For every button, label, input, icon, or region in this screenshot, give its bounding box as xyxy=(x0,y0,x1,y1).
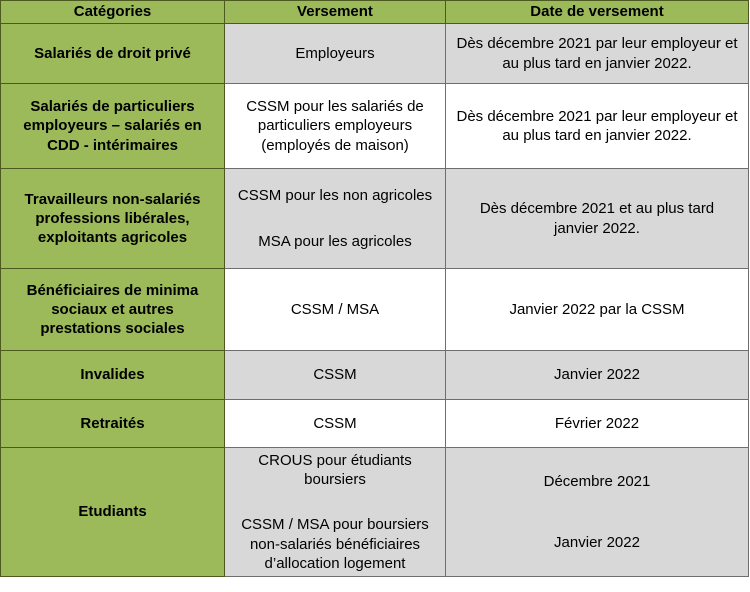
cell-text: MSA pour les agricoles xyxy=(258,232,412,250)
table-header-row: Catégories Versement Date de versement xyxy=(0,0,749,24)
date-cell: Dès décembre 2021 par leur employeur et … xyxy=(445,83,749,169)
cell-text: CSSM pour les non agricoles xyxy=(237,187,433,205)
versement-cell: CSSM pour les salariés de particuliers e… xyxy=(224,83,446,169)
table-row-salaries-prive: Salariés de droit privé Employeurs Dès d… xyxy=(0,23,749,84)
versement-cell: CSSM / MSA xyxy=(224,268,446,351)
cell-text: Février 2022 xyxy=(554,414,640,432)
date-cell: Février 2022 xyxy=(445,399,749,448)
versement-cell: CSSM pour les non agricoles MSA pour les… xyxy=(224,168,446,269)
cell-text: Dès décembre 2021 par leur employeur et … xyxy=(456,35,738,72)
cell-text: CSSM pour les salariés de particuliers e… xyxy=(246,98,424,154)
table-row-salaries-particuliers: Salariés de particuliers employeurs – sa… xyxy=(0,83,749,169)
table-row-etudiants: Etudiants CROUS pour étudiants boursiers… xyxy=(0,447,749,577)
payment-schedule-table: Catégories Versement Date de versement S… xyxy=(0,0,749,577)
category-cell: Etudiants xyxy=(0,447,225,577)
header-cell-date: Date de versement xyxy=(445,0,749,24)
cell-text: CSSM xyxy=(313,414,357,432)
cell-text: Dès décembre 2021 et au plus tard janvie… xyxy=(479,200,715,237)
cell-text: Janvier 2022 par la CSSM xyxy=(509,300,685,318)
header-cell-categories: Catégories xyxy=(0,0,225,24)
cell-text: Dès décembre 2021 par leur employeur et … xyxy=(456,107,738,144)
cell-text: Janvier 2022 xyxy=(554,534,640,551)
versement-cell: CSSM xyxy=(224,399,446,448)
category-cell: Bénéficiaires de minima sociaux et autre… xyxy=(0,268,225,351)
date-cell: Janvier 2022 par la CSSM xyxy=(445,268,749,351)
header-cell-versement: Versement xyxy=(224,0,446,24)
cell-text: Janvier 2022 xyxy=(554,366,640,384)
category-cell: Retraités xyxy=(0,399,225,448)
cell-text: CSSM / MSA pour boursiers non-salariés b… xyxy=(241,516,429,572)
cell-text: CSSM xyxy=(313,366,357,384)
table-row-beneficiaires-minima: Bénéficiaires de minima sociaux et autre… xyxy=(0,268,749,351)
category-cell: Salariés de droit privé xyxy=(0,23,225,84)
category-cell: Travailleurs non-salariés professions li… xyxy=(0,168,225,269)
category-cell: Salariés de particuliers employeurs – sa… xyxy=(0,83,225,169)
table-row-invalides: Invalides CSSM Janvier 2022 xyxy=(0,350,749,400)
cell-text: CSSM / MSA xyxy=(290,300,380,318)
cell-text: Employeurs xyxy=(295,44,375,62)
table-row-retraites: Retraités CSSM Février 2022 xyxy=(0,399,749,448)
versement-cell: CROUS pour étudiants boursiers CSSM / MS… xyxy=(224,447,446,577)
table-row-travailleurs-non-salaries: Travailleurs non-salariés professions li… xyxy=(0,168,749,269)
versement-cell: CSSM xyxy=(224,350,446,400)
versement-cell: Employeurs xyxy=(224,23,446,84)
cell-text: CROUS pour étudiants boursiers xyxy=(258,452,412,489)
date-cell: Janvier 2022 xyxy=(445,350,749,400)
date-cell: Dès décembre 2021 et au plus tard janvie… xyxy=(445,168,749,269)
date-cell: Dès décembre 2021 par leur employeur et … xyxy=(445,23,749,84)
category-cell: Invalides xyxy=(0,350,225,400)
date-cell: Décembre 2021 Janvier 2022 xyxy=(445,447,749,577)
cell-text: Décembre 2021 xyxy=(543,472,651,490)
